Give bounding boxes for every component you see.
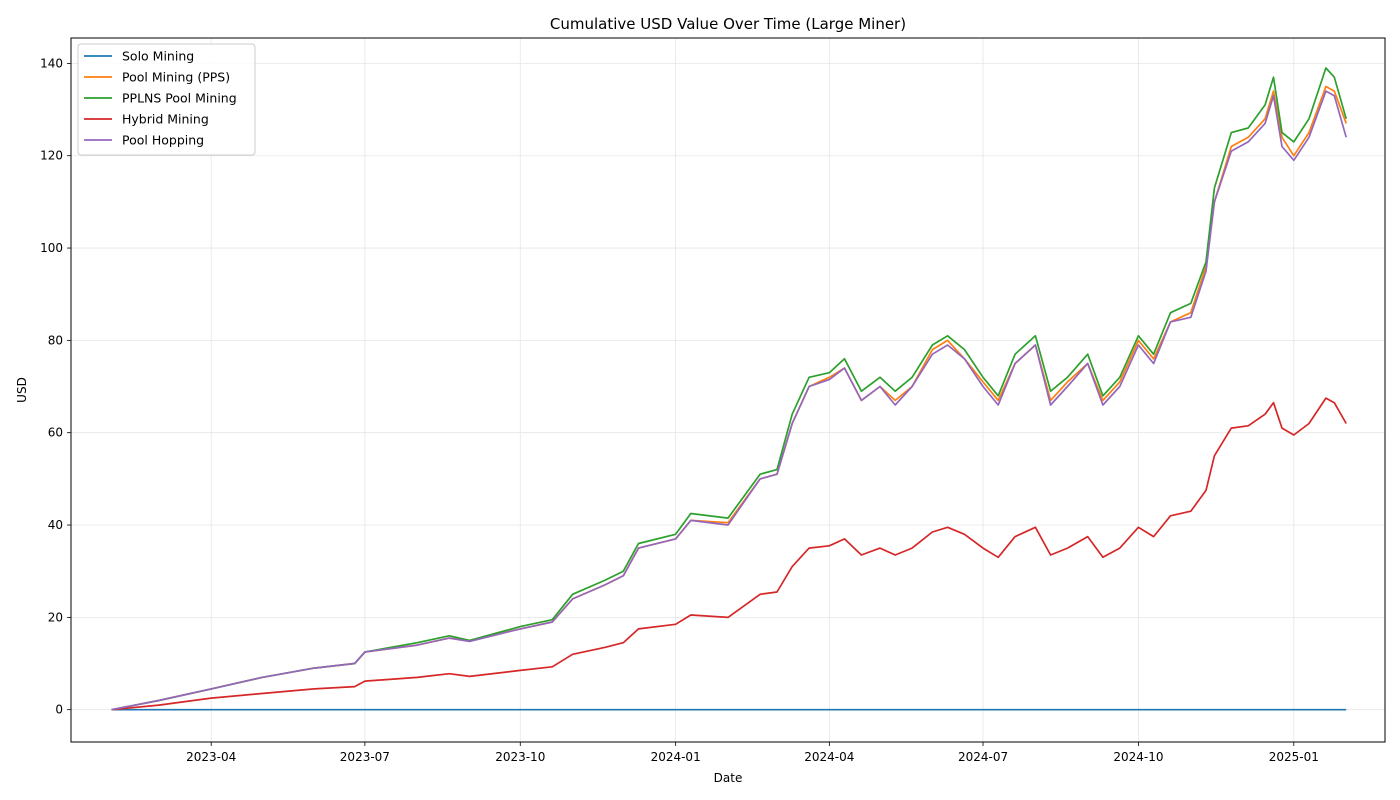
x-tick-label: 2024-10	[1113, 750, 1163, 764]
x-axis: 2023-04 2023-07 2023-10 2024-01 2024-04 2024-…	[186, 742, 1319, 764]
series-line-hybrid-mining	[111, 397, 1347, 711]
y-tick-label: 0	[55, 703, 63, 717]
legend: Solo Mining Pool Mining (PPS) PPLNS Pool M…	[77, 43, 256, 156]
x-tick-label: 2024-07	[958, 750, 1008, 764]
series-line-pool-hopping	[111, 90, 1348, 711]
legend-label: Pool Mining (PPS)	[122, 70, 230, 85]
y-tick-label: 40	[48, 518, 63, 532]
y-tick-label: 100	[40, 241, 63, 255]
x-tick-label: 2023-07	[340, 750, 390, 764]
legend-box	[77, 43, 256, 156]
x-axis-label: Date	[714, 771, 743, 785]
x-tick-label: 2023-04	[186, 750, 236, 764]
series-line-pplns-pool-mining	[111, 67, 1348, 711]
y-axis-label: USD	[15, 377, 29, 403]
legend-label: Pool Hopping	[122, 133, 204, 148]
y-tick-label: 60	[48, 426, 63, 440]
x-tick-label: 2025-01	[1269, 750, 1319, 764]
y-tick-label: 20	[48, 610, 63, 624]
legend-label: PPLNS Pool Mining	[122, 91, 237, 106]
y-tick-label: 80	[48, 333, 63, 347]
x-tick-label: 2024-04	[804, 750, 854, 764]
y-tick-label: 140	[40, 56, 63, 70]
x-tick-label: 2024-01	[651, 750, 701, 764]
plot-frame	[70, 37, 1386, 743]
y-tick-label: 120	[40, 149, 63, 163]
legend-label: Solo Mining	[122, 49, 194, 64]
chart-title: Cumulative USD Value Over Time (Large Mi…	[550, 15, 906, 33]
y-axis: 0 20 40 60 80 100 120 140	[40, 56, 71, 717]
x-tick-label: 2023-10	[495, 750, 545, 764]
series-layer	[111, 67, 1348, 711]
legend-label: Hybrid Mining	[122, 112, 209, 127]
